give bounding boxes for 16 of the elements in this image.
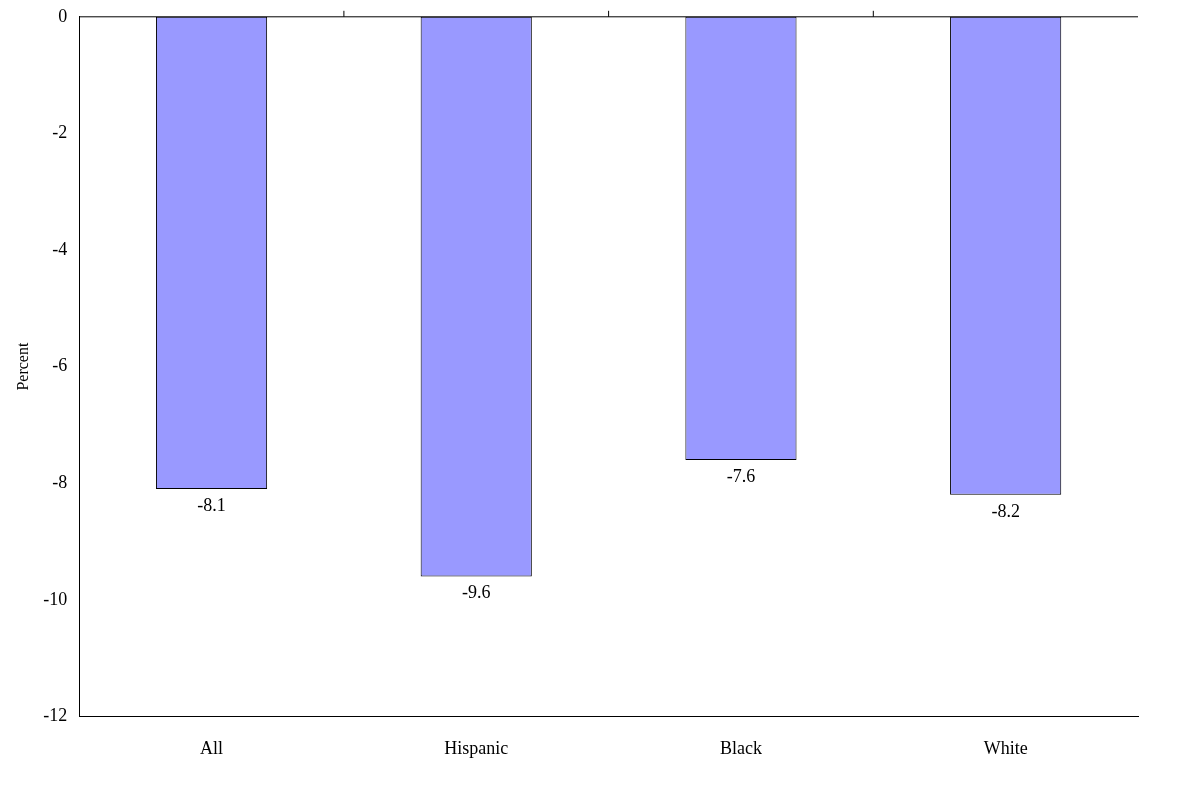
y-tick-label: -6 xyxy=(52,355,68,376)
x-tick-label: Hispanic xyxy=(444,737,509,758)
y-tick-label: -4 xyxy=(52,238,68,259)
y-tick-label: -10 xyxy=(43,588,68,609)
y-tick-label: -12 xyxy=(43,705,68,726)
x-tick-label: All xyxy=(200,737,224,758)
data-label: -7.6 xyxy=(726,465,756,486)
data-label: -8.1 xyxy=(197,494,226,515)
y-axis-title: Percent xyxy=(13,342,31,391)
y-tick-label: -8 xyxy=(52,471,68,492)
y-tick-label: -2 xyxy=(52,122,68,143)
y-tick-label: 0 xyxy=(58,5,68,26)
x-tick-label: Black xyxy=(719,737,762,758)
data-label: -9.6 xyxy=(462,582,491,603)
x-tick-label: White xyxy=(983,737,1028,758)
data-label: -8.2 xyxy=(991,500,1020,521)
